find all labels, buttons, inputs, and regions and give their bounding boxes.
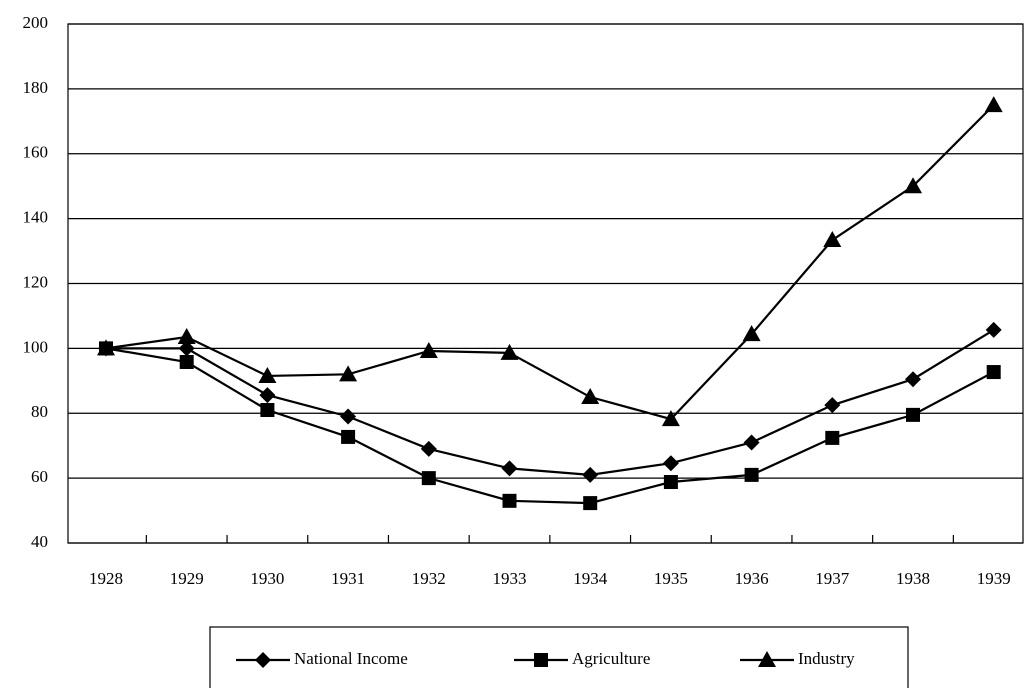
marker xyxy=(97,339,115,356)
legend-label: Industry xyxy=(798,649,855,668)
marker xyxy=(500,343,519,360)
marker xyxy=(259,387,276,404)
marker xyxy=(823,231,842,248)
marker xyxy=(661,410,680,427)
y-tick-label: 140 xyxy=(23,208,49,227)
marker xyxy=(744,467,759,482)
legend-box xyxy=(209,626,909,688)
x-tick-label: 1935 xyxy=(654,569,688,588)
y-tick-label: 160 xyxy=(23,143,49,162)
x-tick-label: 1932 xyxy=(412,569,446,588)
x-tick-label: 1929 xyxy=(170,569,204,588)
marker xyxy=(339,365,358,382)
marker xyxy=(341,429,356,444)
legend-label: National Income xyxy=(294,649,408,668)
marker xyxy=(258,366,277,383)
x-tick-label: 1934 xyxy=(573,569,608,588)
y-tick-label: 60 xyxy=(31,467,48,486)
marker xyxy=(419,341,438,358)
marker xyxy=(825,430,840,445)
marker xyxy=(904,177,922,194)
x-tick-label: 1937 xyxy=(815,569,850,588)
marker xyxy=(742,325,761,342)
y-tick-label: 40 xyxy=(31,532,48,551)
series-line xyxy=(105,347,995,505)
series-line xyxy=(105,104,995,421)
x-tick-label: 1936 xyxy=(735,569,769,588)
marker xyxy=(255,652,271,668)
marker xyxy=(501,460,518,477)
y-tick-label: 100 xyxy=(23,337,49,356)
x-tick-label: 1938 xyxy=(896,569,930,588)
marker xyxy=(581,388,600,405)
marker xyxy=(824,397,841,414)
marker xyxy=(502,493,517,508)
marker xyxy=(985,321,1002,338)
x-tick-label: 1928 xyxy=(89,569,123,588)
marker xyxy=(420,440,437,457)
marker xyxy=(260,403,275,418)
x-tick-label: 1939 xyxy=(977,569,1011,588)
marker xyxy=(743,434,760,451)
marker xyxy=(177,328,196,345)
marker xyxy=(905,371,921,388)
x-tick-label: 1930 xyxy=(250,569,284,588)
x-tick-label: 1931 xyxy=(331,569,365,588)
y-tick-label: 180 xyxy=(23,78,49,97)
marker xyxy=(340,408,357,425)
marker xyxy=(582,466,599,483)
y-tick-label: 120 xyxy=(23,272,49,291)
marker xyxy=(583,496,598,511)
series-line xyxy=(106,328,995,476)
y-tick-label: 80 xyxy=(31,402,48,421)
x-tick-label: 1933 xyxy=(493,569,527,588)
marker xyxy=(663,475,678,490)
marker xyxy=(662,455,679,472)
marker xyxy=(178,340,195,357)
marker xyxy=(906,407,920,422)
marker xyxy=(179,354,194,369)
legend-label: Agriculture xyxy=(572,649,650,668)
marker xyxy=(758,651,776,667)
marker xyxy=(534,653,548,667)
marker xyxy=(986,365,1001,380)
y-tick-label: 200 xyxy=(23,13,49,32)
marker xyxy=(984,96,1003,113)
marker xyxy=(421,471,436,486)
